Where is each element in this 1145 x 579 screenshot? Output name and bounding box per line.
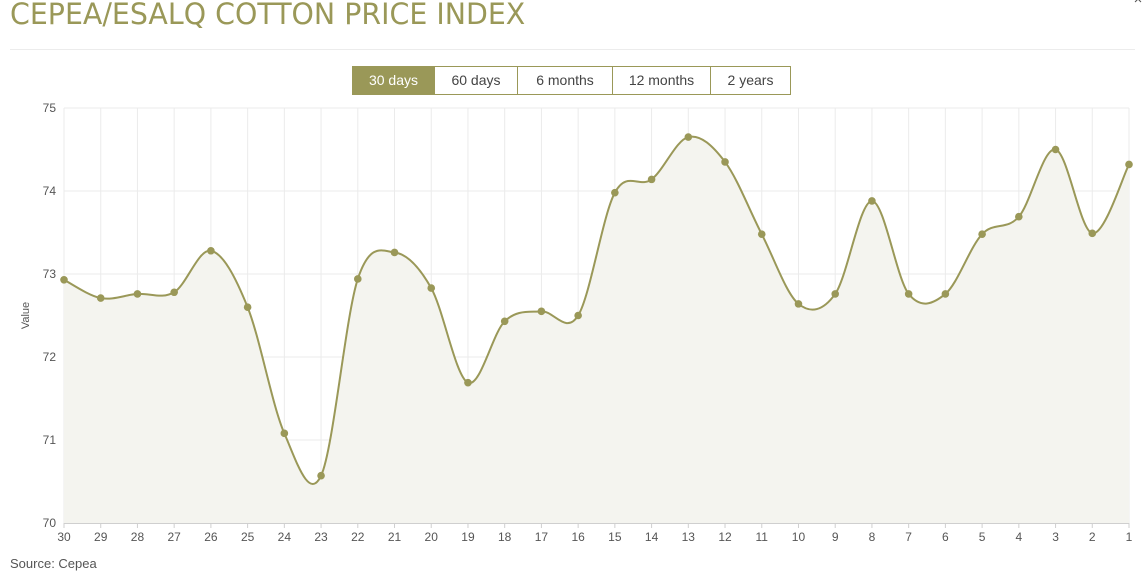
data-point [611, 188, 619, 197]
x-tick-label: 28 [131, 530, 145, 544]
series-line [63, 135, 1130, 485]
data-point [464, 378, 472, 387]
data-point [1015, 212, 1023, 221]
x-tick-label: 13 [682, 530, 696, 544]
source-note: Source: Cepea [10, 556, 97, 571]
x-tick-label: 17 [535, 530, 549, 544]
range-tabs: 30 days 60 days 6 months 12 months 2 yea… [352, 66, 791, 95]
x-tick-label: 19 [461, 530, 475, 544]
y-tick-label: 75 [43, 101, 57, 115]
data-point [978, 230, 986, 238]
data-point [647, 175, 656, 184]
title-divider [10, 49, 1135, 50]
x-tick-label: 24 [278, 530, 292, 544]
data-point [390, 248, 399, 257]
data-point [170, 288, 178, 297]
data-point [96, 294, 105, 302]
data-point [500, 317, 509, 326]
x-tick-label: 8 [869, 530, 876, 544]
data-point [243, 303, 252, 312]
x-tick-label: 9 [832, 530, 839, 544]
tab-30-days[interactable]: 30 days [353, 67, 434, 94]
page-title: CEPEA/ESALQ COTTON PRICE INDEX [10, 0, 526, 31]
x-tick-label: 2 [1089, 530, 1096, 544]
x-tick-label: 23 [314, 530, 328, 544]
data-point [133, 290, 142, 298]
y-tick-label: 71 [43, 433, 57, 447]
x-tick-label: 27 [167, 530, 181, 544]
data-point [280, 429, 289, 438]
x-tick-label: 10 [792, 530, 806, 544]
x-tick-label: 18 [498, 530, 512, 544]
x-tick-label: 16 [571, 530, 585, 544]
data-point [427, 284, 436, 292]
data-point [941, 290, 950, 298]
x-tick-label: 7 [905, 530, 912, 544]
data-point [207, 246, 215, 255]
tab-60-days[interactable]: 60 days [434, 67, 517, 94]
x-tick-label: 11 [756, 530, 769, 544]
data-point [721, 158, 729, 166]
data-point [1051, 145, 1060, 154]
data-point [1088, 229, 1097, 238]
close-icon[interactable]: × [1131, 0, 1145, 8]
x-tick-label: 5 [979, 530, 986, 544]
x-tick-label: 26 [204, 530, 218, 544]
data-point [1125, 160, 1133, 169]
data-point [537, 307, 546, 316]
x-tick-label: 22 [351, 530, 365, 544]
tab-12-months[interactable]: 12 months [612, 67, 710, 94]
series-area [64, 136, 1129, 523]
tab-6-months[interactable]: 6 months [517, 67, 612, 94]
y-tick-label: 73 [43, 267, 57, 281]
x-tick-label: 29 [94, 530, 108, 544]
data-point [904, 290, 913, 298]
y-axis-label: Value [20, 302, 32, 329]
x-tick-label: 30 [57, 530, 71, 544]
x-tick-label: 15 [608, 530, 622, 544]
x-tick-label: 20 [425, 530, 439, 544]
x-tick-label: 25 [241, 530, 255, 544]
x-tick-label: 12 [718, 530, 732, 544]
data-point [757, 230, 766, 238]
data-point [684, 133, 693, 141]
data-point [831, 290, 840, 298]
x-tick-label: 1 [1126, 530, 1133, 544]
y-tick-label: 70 [43, 516, 57, 530]
x-tick-label: 21 [388, 530, 402, 544]
x-tick-label: 4 [1015, 530, 1022, 544]
x-tick-label: 6 [942, 530, 949, 544]
data-point [868, 197, 876, 205]
data-point [794, 300, 803, 308]
x-tick-label: 14 [645, 530, 659, 544]
y-tick-label: 72 [43, 350, 57, 364]
data-point [574, 311, 582, 320]
data-point [60, 276, 68, 284]
tab-2-years[interactable]: 2 years [710, 67, 790, 94]
x-tick-label: 3 [1052, 530, 1059, 544]
data-point [317, 471, 325, 480]
y-tick-label: 74 [43, 184, 57, 198]
data-point [353, 275, 362, 283]
